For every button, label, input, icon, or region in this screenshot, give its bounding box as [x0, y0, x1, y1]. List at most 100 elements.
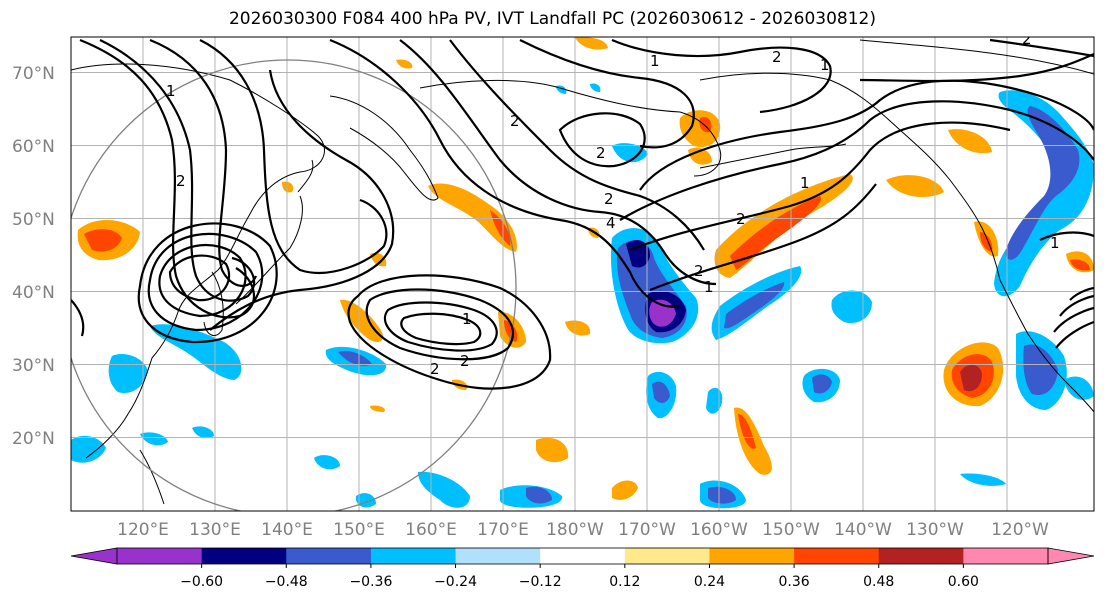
contour-line	[1039, 231, 1094, 241]
contour-line	[1053, 286, 1094, 349]
contour-label: 2	[510, 112, 520, 130]
contour-line	[449, 39, 705, 251]
colorbar: −0.60 −0.48 −0.36 −0.24 −0.12 0.12 0.24 0.36 0.4…	[70, 547, 1095, 590]
contour-line	[399, 39, 717, 286]
shading-negative-region	[708, 486, 736, 504]
shading-positive-region	[536, 437, 569, 463]
shading-positive-region	[688, 147, 712, 165]
contour-label: 1	[650, 52, 660, 70]
colorbar-tick-label: 0.36	[779, 574, 810, 590]
contour-line	[519, 39, 695, 149]
shading-positive-region	[738, 414, 756, 449]
contour-labels: 1 2 2 1 2 2 2 1 2 1 2 2 4 1 1 2 2 1	[166, 30, 1060, 378]
shading-positive-region	[504, 320, 518, 342]
shading-positive-region	[396, 59, 413, 69]
lon-label: 140°W	[834, 520, 892, 540]
contour-label: 2	[694, 262, 704, 280]
shading-negative-region	[71, 435, 106, 463]
colorbar-tick-label: 0.60	[948, 574, 979, 590]
shading-negative-region	[724, 282, 785, 329]
lon-label: 170°E	[477, 520, 529, 540]
range-circle	[71, 59, 517, 511]
shading-negative-region	[831, 290, 872, 324]
coastline-philippines	[139, 449, 165, 505]
contour-line	[649, 183, 877, 292]
shading-positive-region	[370, 405, 385, 412]
coastlines	[71, 39, 1094, 505]
contour-line	[199, 39, 388, 274]
contour-line	[209, 69, 395, 331]
contour-label: 1	[462, 310, 472, 328]
lat-label: 30°N	[12, 356, 55, 376]
lon-label: 170°W	[618, 520, 676, 540]
colorbar-tick-label: 0.12	[609, 574, 640, 590]
coastline-kamchatka	[329, 95, 439, 201]
lon-label: 140°E	[261, 520, 313, 540]
contour-line	[400, 312, 482, 346]
shading-positive-region	[340, 299, 384, 343]
shading-negative-region	[612, 143, 648, 163]
contour-line	[147, 232, 264, 332]
shading-negative-region	[1064, 376, 1094, 400]
coastline-bering	[419, 79, 722, 177]
lat-label: 50°N	[12, 210, 55, 230]
contour-line	[168, 254, 231, 302]
contour-line	[99, 39, 256, 302]
colorbar-bin	[201, 548, 287, 564]
colorbar-bin	[117, 548, 203, 564]
colorbar-tick-label: −0.12	[519, 574, 562, 590]
shading-negative-region	[108, 353, 148, 394]
shading-positive-region	[679, 110, 721, 148]
shading-negative-region	[706, 387, 723, 414]
shading-positive-region	[84, 229, 122, 252]
contour-label: 1	[800, 174, 810, 192]
shading-negative-region	[192, 426, 214, 438]
colorbar-ticks: −0.60 −0.48 −0.36 −0.24 −0.12 0.12 0.24 0.36 0.4…	[180, 564, 979, 590]
colorbar-bin	[794, 548, 880, 564]
shading-negative-region	[314, 455, 340, 470]
contour-label: 2	[736, 210, 746, 228]
contour-line	[859, 52, 1094, 83]
shading-positive-region	[565, 320, 591, 336]
colorbar-tick-label: 0.24	[694, 574, 725, 590]
shading-negative-region	[526, 486, 552, 504]
shading-positive-region	[282, 181, 294, 193]
lon-label: 160°E	[405, 520, 457, 540]
colorbar-tick-label: −0.36	[349, 574, 392, 590]
colorbar-tick-label: −0.24	[434, 574, 477, 590]
shading-negative-region	[626, 240, 650, 268]
shading-positive-region	[730, 196, 822, 270]
colorbar-bins	[117, 548, 1049, 564]
colorbar-bin	[455, 548, 541, 564]
lon-label: 180°W	[546, 520, 604, 540]
colorbar-bin	[878, 548, 964, 564]
coastline-asia-east	[71, 63, 325, 459]
contour-line	[558, 112, 646, 168]
map-frame	[70, 36, 1095, 512]
contour-line	[639, 79, 1094, 191]
pv-contours	[71, 38, 1094, 390]
shading-negative-region	[140, 432, 168, 446]
coastline-arctic	[859, 39, 1094, 75]
colorbar-bin	[540, 548, 626, 564]
shading-negative-region	[652, 381, 670, 403]
coastline-japan	[235, 159, 314, 305]
coastline-korea	[203, 271, 224, 337]
contour-line	[629, 121, 1011, 252]
lon-label: 150°W	[762, 520, 820, 540]
colorbar-bin	[624, 548, 710, 564]
lon-label: 130°E	[189, 520, 241, 540]
contour-line	[149, 38, 258, 287]
contour-line	[989, 38, 1094, 58]
shading-positive-region	[960, 364, 982, 392]
shading-negative-region	[1005, 106, 1080, 260]
coastline-aleutians	[699, 143, 847, 169]
contour-line	[71, 299, 85, 337]
contour-label: 2	[176, 172, 186, 190]
contour-line	[383, 301, 498, 352]
contour-label: 2	[1022, 30, 1032, 48]
contour-label: 1	[166, 82, 176, 100]
contour-label: 2	[772, 48, 782, 66]
contour-line	[158, 244, 247, 318]
map-gridlines	[71, 37, 1094, 511]
